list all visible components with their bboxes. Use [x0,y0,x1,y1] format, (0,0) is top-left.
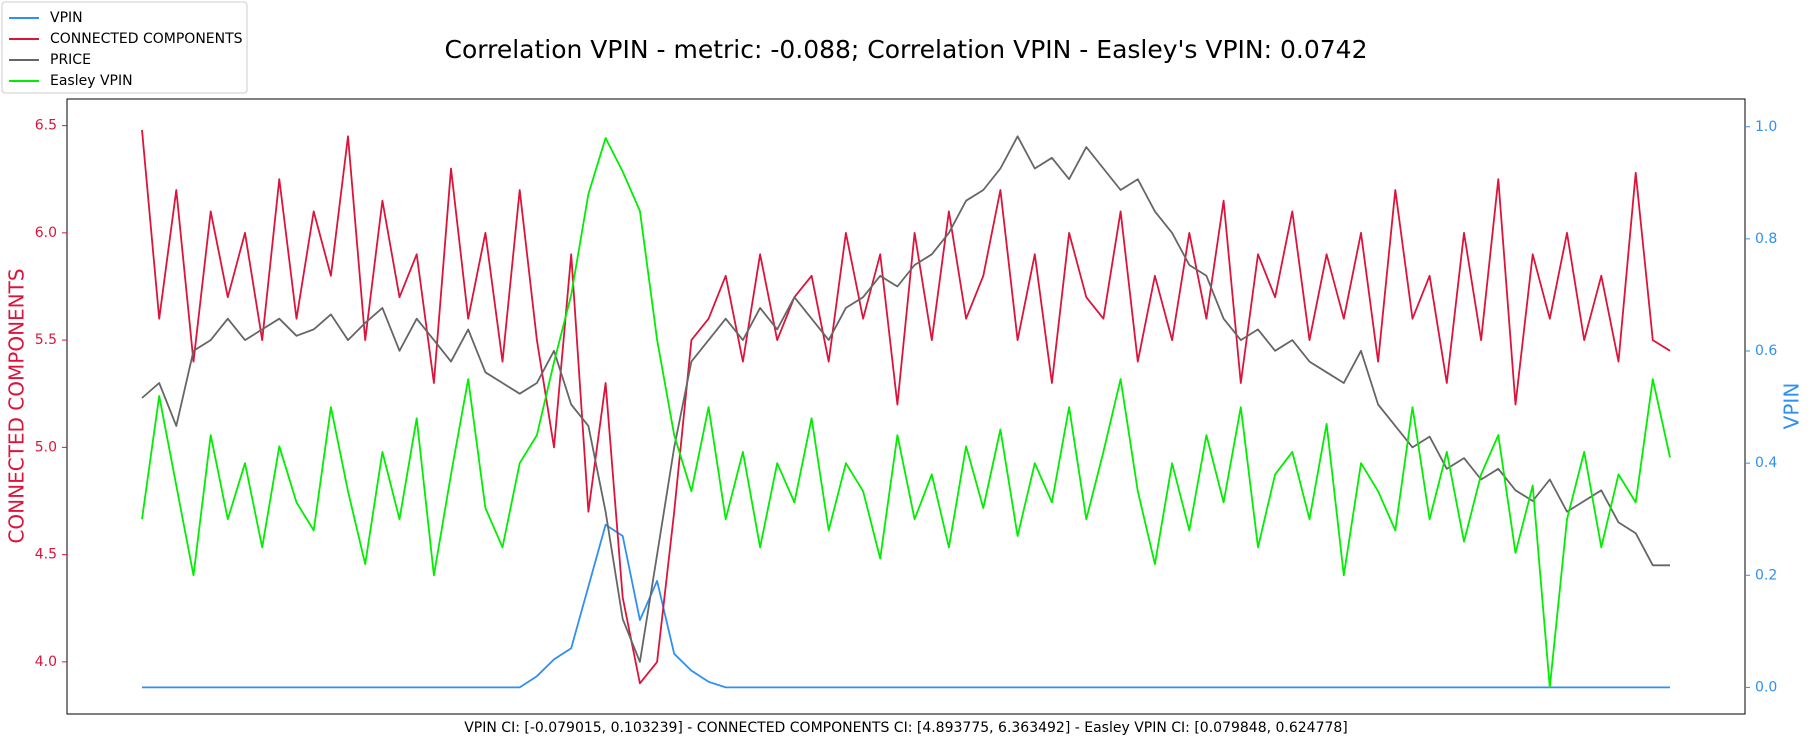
legend-label: PRICE [50,52,91,68]
tick-label: 0.6 [1755,343,1777,359]
series-line [141,129,1671,685]
y2-axis-label: VPIN [1780,383,1804,430]
tick-label: 4.5 [35,547,57,563]
y-axis-label: CONNECTED COMPONENTS [5,268,29,543]
tick-label: 6.0 [35,225,57,241]
tick-label: 0.8 [1755,231,1777,247]
plot-frame [66,98,1746,715]
series-line [141,137,1671,689]
tick-label: 6.5 [35,118,57,134]
x-axis-label: VPIN CI: [-0.079015, 0.103239] - CONNECT… [464,720,1348,736]
tick-label: 1.0 [1755,119,1777,135]
legend-box [1,1,248,94]
tick-label: 5.5 [35,332,57,348]
legend-label: Easley VPIN [50,73,133,89]
series-line [141,135,1670,663]
tick-label: 0.4 [1755,455,1777,471]
legend-label: VPIN [50,10,83,26]
chart-title: Correlation VPIN - metric: -0.088; Corre… [445,35,1368,64]
legend-label: CONNECTED COMPONENTS [50,31,243,47]
tick-label: 4.0 [35,654,57,670]
tick-label: 0.0 [1755,679,1777,695]
tick-label: 5.0 [35,439,57,455]
tick-label: 0.2 [1755,567,1777,583]
series-line [142,523,1670,689]
